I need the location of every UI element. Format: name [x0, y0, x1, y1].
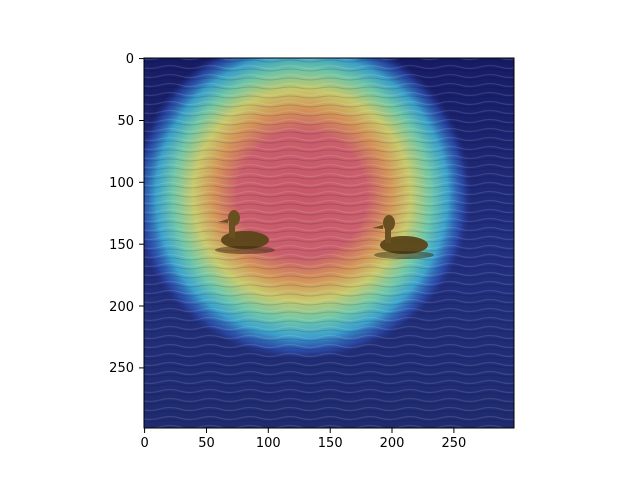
x-tick-label: 200: [380, 436, 405, 451]
x-tick-label: 0: [140, 436, 148, 451]
x-tick-label: 150: [318, 436, 343, 451]
x-axis: 0 50 100 150 200 250: [140, 428, 466, 451]
duck-right: [372, 215, 434, 259]
heatmap-image: [144, 58, 514, 428]
y-tick-label: 200: [109, 300, 134, 315]
y-tick-label: 250: [109, 361, 134, 376]
y-tick-label: 0: [126, 52, 134, 67]
plot-frame: [143, 57, 515, 429]
y-axis: 0 50 100 150 200 250: [109, 52, 144, 376]
y-tick-label: 150: [109, 238, 134, 253]
water-ripples: [144, 58, 514, 428]
x-tick-label: 100: [256, 436, 281, 451]
duck-left: [215, 210, 275, 254]
y-tick-label: 50: [117, 114, 134, 129]
y-tick-label: 100: [109, 176, 134, 191]
x-tick-label: 250: [441, 436, 466, 451]
x-tick-label: 50: [198, 436, 215, 451]
